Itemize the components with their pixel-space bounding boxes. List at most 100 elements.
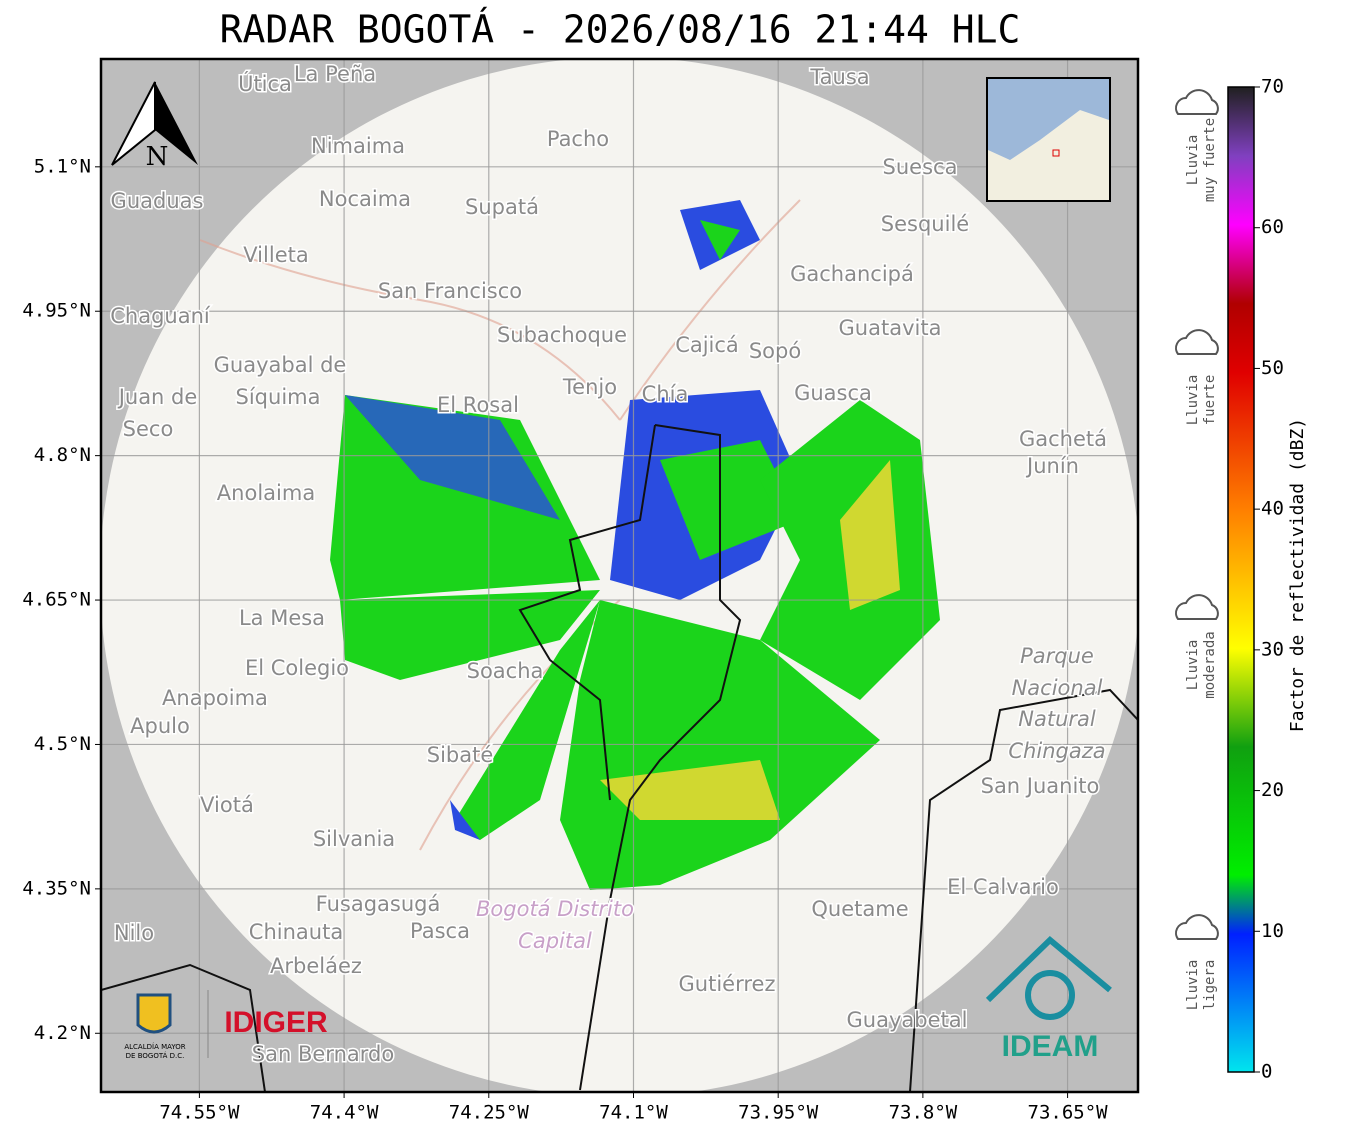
- place: Supatá: [465, 195, 539, 219]
- place: Gachetá: [1019, 427, 1107, 451]
- title: RADAR BOGOTÁ - 2026/08/16 21:44 HLC: [220, 8, 1021, 52]
- place: Viotá: [200, 793, 254, 817]
- place: Nocaima: [319, 187, 411, 211]
- place: San Juanito: [981, 774, 1100, 798]
- colorbar-label: Factor de reflectividad (dBZ): [1287, 418, 1308, 732]
- place: Gutiérrez: [679, 972, 776, 996]
- colorbar-tick-label: 60: [1261, 216, 1284, 238]
- place: Chingaza: [1008, 739, 1105, 763]
- colorbar-tick-label: 40: [1261, 498, 1284, 520]
- place: Arbeláez: [270, 954, 362, 978]
- place: La Peña: [294, 62, 376, 86]
- logo-text: ALCALDÍA MAYOR: [124, 1042, 185, 1051]
- legend-item: Lluvia moderada: [1175, 594, 1219, 699]
- place: Villeta: [243, 243, 308, 267]
- place: Soacha: [467, 659, 544, 683]
- place: Gachancipá: [790, 262, 914, 286]
- place: Bogotá Distrito: [476, 897, 634, 921]
- place: Seco: [123, 417, 174, 441]
- legend-label: Lluvia: [1185, 135, 1201, 186]
- place: Suesca: [883, 155, 958, 179]
- y-tick-label: 4.5°N: [34, 733, 91, 755]
- legend-label: ligera: [1202, 960, 1218, 1011]
- cloud-icon: [1175, 594, 1219, 620]
- legend-label: fuerte: [1202, 375, 1218, 426]
- logo-text: IDEAM: [1002, 1030, 1099, 1063]
- legend-item: Lluvia muy fuerte: [1175, 89, 1219, 202]
- colorbar-tick-label: 0: [1261, 1061, 1272, 1083]
- cloud-icon: [1175, 329, 1219, 355]
- place: Capital: [518, 929, 592, 953]
- logo-idiger: IDIGER: [224, 1006, 328, 1039]
- place: Silvania: [313, 827, 395, 851]
- place: Juan de: [117, 385, 198, 409]
- x-tick-label: 73.95°W: [738, 1102, 819, 1124]
- x-tick-label: 74.4°W: [310, 1102, 379, 1124]
- place: San Francisco: [378, 279, 522, 303]
- place: Útica: [238, 71, 292, 96]
- x-tick-label: 74.55°W: [159, 1102, 240, 1124]
- colorbar: [1227, 86, 1255, 1073]
- place: Chía: [642, 382, 689, 406]
- x-tick-label: 74.1°W: [599, 1102, 668, 1124]
- place: Tausa: [809, 65, 869, 89]
- y-tick-label: 4.35°N: [22, 877, 91, 899]
- legend-item: Lluvia ligera: [1175, 914, 1219, 1011]
- place: El Colegio: [245, 656, 349, 680]
- place: Fusagasugá: [316, 892, 441, 916]
- north-arrow: N: [111, 81, 198, 172]
- y-tick-label: 4.65°N: [22, 589, 91, 611]
- place: Apulo: [130, 714, 190, 738]
- x-tick-label: 73.65°W: [1028, 1102, 1109, 1124]
- place: El Rosal: [437, 393, 519, 417]
- place: Nacional: [1012, 676, 1103, 700]
- places: Útica La Peña Tausa Nimaima Pacho Guadua…: [109, 61, 1109, 1068]
- legend-label: moderada: [1202, 631, 1218, 698]
- cloud-icon: [1175, 89, 1219, 115]
- colorbar-tick-label: 50: [1261, 357, 1284, 379]
- colorbar-tick-label: 10: [1261, 920, 1284, 942]
- place: Guayabal de: [214, 353, 347, 377]
- place: Quetame: [811, 897, 908, 921]
- place: Tenjo: [562, 375, 617, 399]
- place: Chaguaní: [110, 304, 211, 328]
- place: Guayabetal: [847, 1008, 968, 1032]
- logo-ideam: IDEAM: [985, 935, 1112, 1063]
- place: Anolaima: [217, 481, 315, 505]
- y-tick-label: 4.2°N: [34, 1022, 91, 1044]
- legend-label: Lluvia: [1185, 960, 1201, 1011]
- place: Anapoima: [162, 686, 268, 710]
- colorbar-tick-label: 30: [1261, 638, 1284, 660]
- place: Nilo: [114, 921, 154, 945]
- north-label: N: [146, 142, 169, 172]
- place: Pacho: [547, 127, 609, 151]
- radar-echo: [330, 200, 940, 890]
- legend-label: Lluvia: [1185, 375, 1201, 426]
- y-tick-label: 5.1°N: [34, 155, 91, 177]
- place: Sesquilé: [881, 212, 969, 236]
- place: Junín: [1025, 454, 1079, 478]
- map-frame: [99, 57, 1140, 1094]
- cloud-icon: [1175, 914, 1219, 940]
- place: San Bernardo: [252, 1042, 394, 1066]
- colorbar-tick-label: 70: [1261, 76, 1284, 98]
- x-tick-label: 74.25°W: [449, 1102, 530, 1124]
- place: Chinauta: [249, 920, 343, 944]
- map: Útica La Peña Tausa Nimaima Pacho Guadua…: [101, 59, 1138, 1092]
- place: Sopó: [749, 339, 801, 363]
- colorbar-tick-label: 20: [1261, 779, 1284, 801]
- place: Sibaté: [427, 743, 494, 767]
- inset-map: [986, 77, 1111, 202]
- place: Subachoque: [497, 323, 627, 347]
- place: Síquima: [236, 385, 321, 409]
- place: Guasca: [794, 381, 872, 405]
- x-tick-label: 73.8°W: [889, 1102, 958, 1124]
- place: Parque: [1020, 644, 1094, 668]
- place: Pasca: [410, 919, 470, 943]
- legend-label: Lluvia: [1185, 640, 1201, 691]
- legend-label: muy fuerte: [1202, 118, 1218, 202]
- place: Cajicá: [675, 333, 739, 357]
- legend-item: Lluvia fuerte: [1175, 329, 1219, 426]
